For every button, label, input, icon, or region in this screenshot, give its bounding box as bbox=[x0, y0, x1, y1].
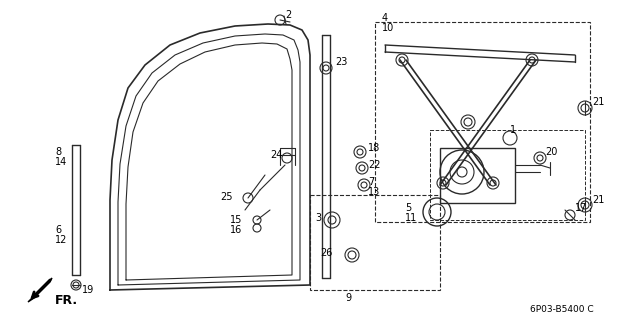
Bar bbox=[430, 130, 585, 220]
Text: 22: 22 bbox=[368, 160, 381, 170]
Text: 20: 20 bbox=[545, 147, 557, 157]
Text: 2: 2 bbox=[285, 10, 291, 20]
Text: 10: 10 bbox=[382, 23, 394, 33]
Text: 5: 5 bbox=[405, 203, 412, 213]
Text: 12: 12 bbox=[55, 235, 67, 245]
Text: 1: 1 bbox=[510, 125, 516, 135]
Text: 6: 6 bbox=[55, 225, 61, 235]
Text: 23: 23 bbox=[335, 57, 348, 67]
Text: 21: 21 bbox=[592, 97, 604, 107]
Text: 8: 8 bbox=[55, 147, 61, 157]
Bar bbox=[310, 195, 440, 290]
Text: 26: 26 bbox=[320, 248, 332, 258]
Text: 3: 3 bbox=[315, 213, 321, 223]
Text: 7: 7 bbox=[368, 177, 374, 187]
Text: 11: 11 bbox=[405, 213, 417, 223]
Bar bbox=[440, 148, 515, 203]
Text: 19: 19 bbox=[82, 285, 94, 295]
Text: FR.: FR. bbox=[55, 293, 78, 307]
Text: 6P03-B5400 C: 6P03-B5400 C bbox=[530, 306, 594, 315]
Text: 15: 15 bbox=[230, 215, 243, 225]
Text: 17: 17 bbox=[575, 203, 588, 213]
Text: 4: 4 bbox=[382, 13, 388, 23]
Text: 16: 16 bbox=[230, 225, 243, 235]
Polygon shape bbox=[28, 278, 52, 302]
Text: 13: 13 bbox=[368, 187, 380, 197]
Text: 25: 25 bbox=[220, 192, 232, 202]
Text: 21: 21 bbox=[592, 195, 604, 205]
Text: 24: 24 bbox=[270, 150, 282, 160]
Text: 18: 18 bbox=[368, 143, 380, 153]
Text: 14: 14 bbox=[55, 157, 67, 167]
Bar bbox=[375, 22, 590, 222]
Text: 9: 9 bbox=[345, 293, 351, 303]
